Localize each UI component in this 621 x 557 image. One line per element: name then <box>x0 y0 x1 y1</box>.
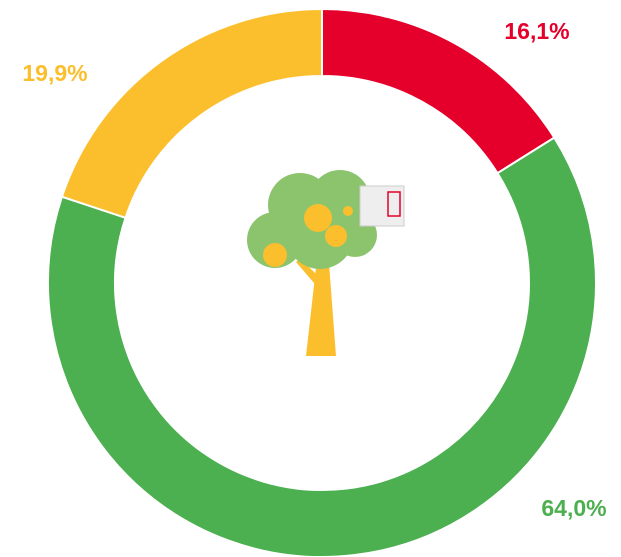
data-label: 64,0% <box>541 495 606 521</box>
data-label: 19,9% <box>22 60 87 86</box>
chart: 16,1% 64,0% 19,9% <box>0 0 621 557</box>
center-icon <box>247 170 404 356</box>
data-label: 16,1% <box>504 18 569 44</box>
